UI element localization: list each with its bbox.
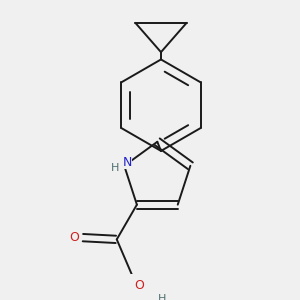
Text: O: O <box>134 279 144 292</box>
Text: H: H <box>111 163 119 172</box>
Text: N: N <box>122 156 132 169</box>
Text: H: H <box>158 294 166 300</box>
Text: O: O <box>69 231 79 244</box>
